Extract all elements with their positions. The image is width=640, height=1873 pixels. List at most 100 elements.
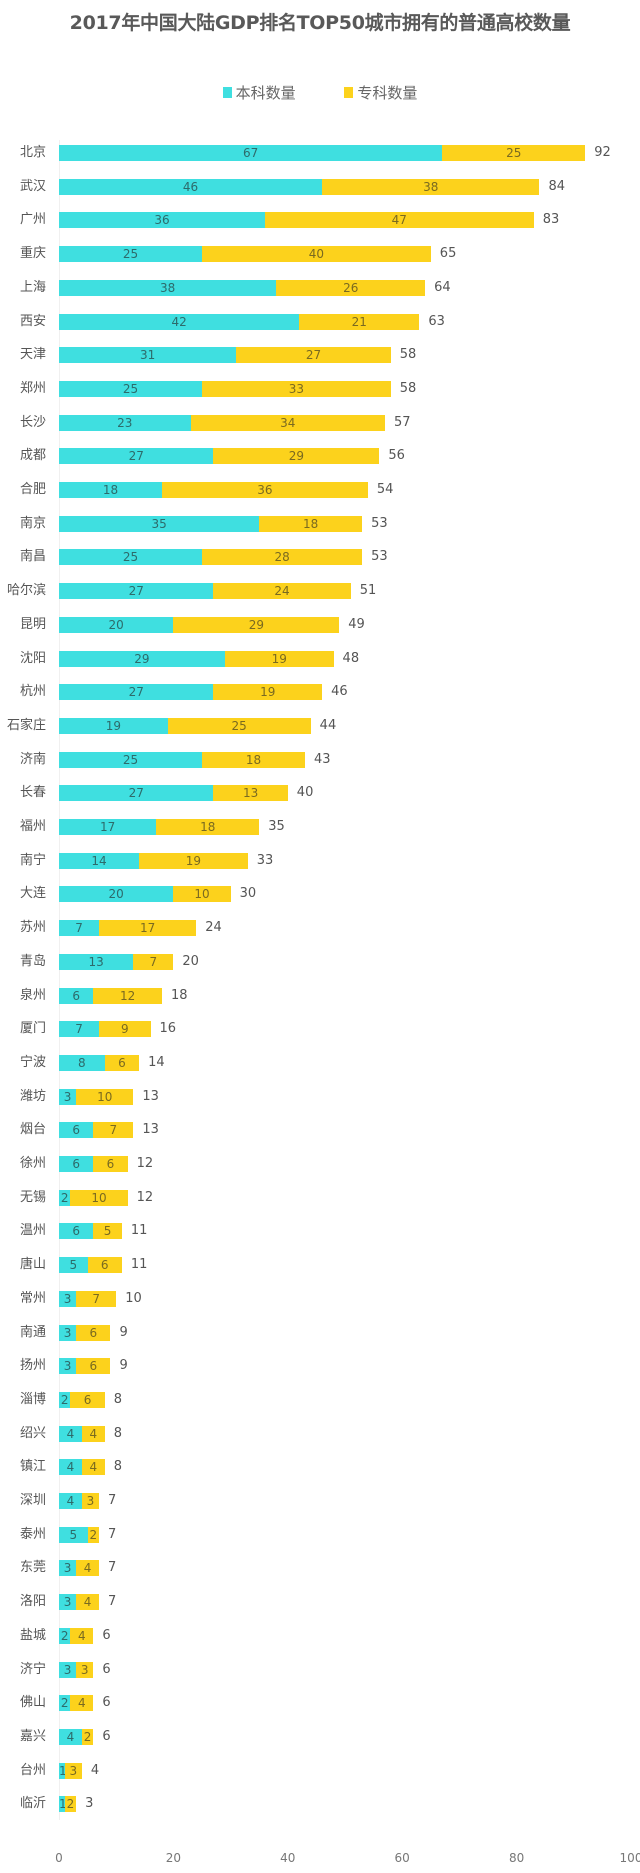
bar-segment-undergrad[interactable]: 6 xyxy=(59,1156,94,1172)
bar-segment-vocational[interactable]: 19 xyxy=(224,650,334,667)
bar-segment-vocational[interactable]: 4 xyxy=(76,1594,100,1611)
bar-segment-undergrad[interactable]: 2 xyxy=(59,1627,71,1644)
bar-segment-vocational[interactable]: 18 xyxy=(202,751,305,768)
bar-segment-vocational[interactable]: 24 xyxy=(213,583,351,600)
legend-item-vocational[interactable]: 专科数量 xyxy=(344,82,417,103)
bar-segment-vocational[interactable]: 29 xyxy=(173,616,340,633)
bar-segment-vocational[interactable]: 19 xyxy=(213,684,323,701)
bar-segment-undergrad[interactable]: 4 xyxy=(59,1459,82,1476)
bar-segment-undergrad[interactable]: 29 xyxy=(59,650,225,667)
bar-segment-undergrad[interactable]: 2 xyxy=(59,1391,71,1408)
bar-segment-vocational[interactable]: 17 xyxy=(99,920,197,937)
bar-segment-undergrad[interactable]: 7 xyxy=(59,920,100,937)
bar-segment-vocational[interactable]: 3 xyxy=(64,1762,82,1779)
bar-segment-vocational[interactable]: 25 xyxy=(167,717,311,734)
bar-segment-vocational[interactable]: 34 xyxy=(190,414,386,431)
bar-segment-vocational[interactable]: 4 xyxy=(81,1459,105,1476)
bar-segment-vocational[interactable]: 6 xyxy=(93,1156,128,1172)
bar-segment-undergrad[interactable]: 14 xyxy=(59,852,140,869)
bar-segment-vocational[interactable]: 27 xyxy=(236,347,391,364)
bar-segment-vocational[interactable]: 6 xyxy=(76,1358,111,1375)
bar-segment-undergrad[interactable]: 3 xyxy=(59,1358,77,1375)
bar-segment-undergrad[interactable]: 25 xyxy=(59,380,202,397)
bar-segment-vocational[interactable]: 3 xyxy=(81,1493,100,1509)
bar-segment-undergrad[interactable]: 6 xyxy=(59,987,94,1004)
bar-segment-vocational[interactable]: 21 xyxy=(299,313,420,330)
legend-item-undergrad[interactable]: 本科数量 xyxy=(222,82,296,103)
bar-segment-vocational[interactable]: 10 xyxy=(76,1088,134,1105)
bar-segment-undergrad[interactable]: 27 xyxy=(59,785,214,802)
bar-segment-undergrad[interactable]: 2 xyxy=(59,1695,71,1712)
bar-segment-vocational[interactable]: 28 xyxy=(202,549,363,566)
bar-segment-undergrad[interactable]: 3 xyxy=(59,1088,77,1105)
bar-segment-vocational[interactable]: 2 xyxy=(87,1526,100,1543)
bar-segment-vocational[interactable]: 2 xyxy=(64,1796,77,1813)
bar-segment-undergrad[interactable]: 42 xyxy=(59,313,300,330)
bar-segment-undergrad[interactable]: 3 xyxy=(59,1290,77,1307)
bar-segment-vocational[interactable]: 47 xyxy=(264,212,534,229)
bar-segment-vocational[interactable]: 6 xyxy=(104,1054,140,1071)
bar-segment-vocational[interactable]: 6 xyxy=(70,1391,105,1408)
bar-segment-undergrad[interactable]: 2 xyxy=(59,1189,71,1206)
bar-segment-undergrad[interactable]: 1 xyxy=(59,1762,67,1779)
bar-segment-undergrad[interactable]: 25 xyxy=(59,549,202,566)
bar-segment-vocational[interactable]: 4 xyxy=(70,1695,94,1712)
bar-segment-vocational[interactable]: 7 xyxy=(133,953,174,970)
bar-segment-undergrad[interactable]: 19 xyxy=(59,717,168,734)
bar-segment-vocational[interactable]: 7 xyxy=(93,1122,134,1139)
bar-segment-vocational[interactable]: 29 xyxy=(213,448,380,465)
bar-segment-vocational[interactable]: 9 xyxy=(99,1021,151,1038)
bar-segment-vocational[interactable]: 36 xyxy=(161,482,368,498)
bar-segment-vocational[interactable]: 10 xyxy=(173,886,231,903)
bar-segment-undergrad[interactable]: 67 xyxy=(59,145,443,161)
bar-segment-vocational[interactable]: 26 xyxy=(276,279,426,296)
bar-segment-undergrad[interactable]: 6 xyxy=(59,1122,94,1139)
bar-segment-vocational[interactable]: 4 xyxy=(70,1627,94,1644)
bar-segment-undergrad[interactable]: 6 xyxy=(59,1223,94,1240)
bar-segment-undergrad[interactable]: 7 xyxy=(59,1021,100,1038)
bar-segment-vocational[interactable]: 12 xyxy=(93,987,162,1004)
bar-segment-vocational[interactable]: 4 xyxy=(81,1425,105,1442)
bar-segment-undergrad[interactable]: 25 xyxy=(59,246,202,263)
bar-segment-undergrad[interactable]: 36 xyxy=(59,212,265,229)
bar-segment-undergrad[interactable]: 35 xyxy=(59,515,260,532)
bar-segment-vocational[interactable]: 18 xyxy=(259,515,363,532)
bar-segment-undergrad[interactable]: 31 xyxy=(59,347,237,364)
bar-segment-vocational[interactable]: 5 xyxy=(93,1223,122,1240)
bar-segment-vocational[interactable]: 10 xyxy=(70,1189,128,1206)
bar-segment-vocational[interactable]: 19 xyxy=(139,852,248,869)
bar-segment-undergrad[interactable]: 27 xyxy=(59,448,214,465)
bar-segment-vocational[interactable]: 25 xyxy=(442,145,586,161)
bar-segment-undergrad[interactable]: 5 xyxy=(59,1257,88,1274)
bar-segment-vocational[interactable]: 40 xyxy=(202,246,431,263)
bar-segment-vocational[interactable]: 6 xyxy=(76,1324,111,1341)
bar-segment-undergrad[interactable]: 25 xyxy=(59,751,202,768)
bar-segment-undergrad[interactable]: 13 xyxy=(59,953,134,970)
bar-segment-vocational[interactable]: 33 xyxy=(202,380,391,397)
bar-segment-undergrad[interactable]: 4 xyxy=(59,1728,82,1745)
bar-segment-undergrad[interactable]: 46 xyxy=(59,178,323,195)
bar-segment-vocational[interactable]: 2 xyxy=(81,1728,94,1745)
bar-segment-undergrad[interactable]: 18 xyxy=(59,482,162,498)
bar-segment-vocational[interactable]: 7 xyxy=(76,1290,117,1307)
bar-segment-undergrad[interactable]: 5 xyxy=(59,1526,88,1543)
bar-segment-undergrad[interactable]: 20 xyxy=(59,886,174,903)
bar-segment-undergrad[interactable]: 20 xyxy=(59,616,174,633)
bar-segment-vocational[interactable]: 3 xyxy=(76,1661,94,1678)
bar-segment-vocational[interactable]: 18 xyxy=(156,819,260,835)
bar-segment-undergrad[interactable]: 23 xyxy=(59,414,191,431)
bar-segment-undergrad[interactable]: 8 xyxy=(59,1054,105,1071)
bar-segment-vocational[interactable]: 6 xyxy=(87,1257,122,1274)
bar-segment-undergrad[interactable]: 3 xyxy=(59,1661,77,1678)
bar-segment-vocational[interactable]: 4 xyxy=(76,1560,100,1577)
bar-segment-vocational[interactable]: 13 xyxy=(213,785,288,802)
bar-segment-undergrad[interactable]: 4 xyxy=(59,1493,82,1509)
bar-segment-undergrad[interactable]: 38 xyxy=(59,279,277,296)
bar-segment-undergrad[interactable]: 17 xyxy=(59,819,157,835)
bar-segment-undergrad[interactable]: 3 xyxy=(59,1594,77,1611)
bar-segment-undergrad[interactable]: 1 xyxy=(59,1796,67,1813)
bar-segment-vocational[interactable]: 38 xyxy=(322,178,540,195)
bar-segment-undergrad[interactable]: 4 xyxy=(59,1425,82,1442)
bar-segment-undergrad[interactable]: 27 xyxy=(59,583,214,600)
bar-segment-undergrad[interactable]: 27 xyxy=(59,684,214,701)
